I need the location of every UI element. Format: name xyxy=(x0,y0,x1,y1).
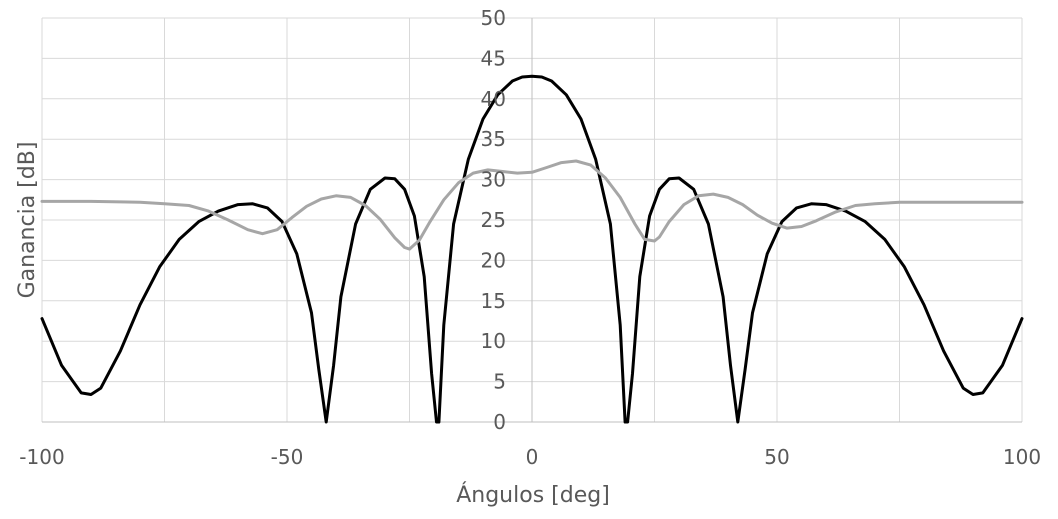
x-axis-title: Ángulos [deg] xyxy=(456,482,610,508)
chart-series xyxy=(40,74,1024,424)
y-tick-label: 30 xyxy=(481,168,506,192)
y-axis-title: Ganancia [dB] xyxy=(15,142,40,299)
y-axis-tick-labels: 0 5 10 15 20 25 30 35 40 45 50 xyxy=(481,6,506,434)
x-tick-label: 100 xyxy=(1003,445,1041,469)
x-tick-label: 0 xyxy=(526,445,539,469)
y-tick-label: 40 xyxy=(481,87,506,111)
x-axis-tick-labels: -100 -50 0 50 100 xyxy=(19,445,1041,469)
series-line-2 xyxy=(40,159,1024,251)
x-tick-label: -100 xyxy=(19,445,64,469)
chart-grid xyxy=(41,17,1023,423)
y-tick-label: 50 xyxy=(481,6,506,30)
y-tick-label: 10 xyxy=(481,329,506,353)
series-line-1 xyxy=(40,74,1024,424)
x-tick-label: -50 xyxy=(271,445,304,469)
y-tick-label: 5 xyxy=(493,370,506,394)
y-tick-label: 35 xyxy=(481,127,506,151)
x-tick-label: 50 xyxy=(764,445,789,469)
y-tick-label: 20 xyxy=(481,248,506,272)
y-tick-label: 0 xyxy=(493,410,506,434)
y-tick-label: 45 xyxy=(481,46,506,70)
y-tick-label: 25 xyxy=(481,208,506,232)
y-tick-label: 15 xyxy=(481,289,506,313)
